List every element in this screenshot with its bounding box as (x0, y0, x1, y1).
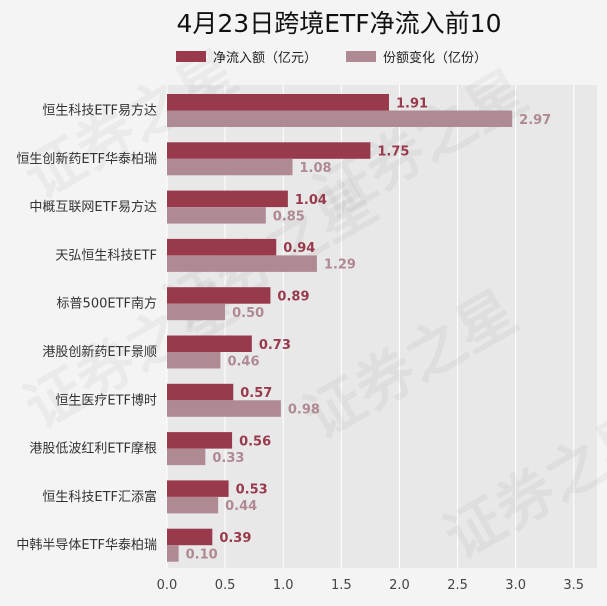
bar-net-inflow (167, 238, 277, 256)
data-label-net-inflow: 0.56 (239, 434, 271, 449)
data-labels: 1.91 2.97 1.75 1.08 1.040.85 0.94 1.29 0.89 0.50… (186, 96, 552, 562)
bar-net-inflow (167, 528, 213, 546)
data-label-net-inflow: 0.73 (259, 338, 291, 353)
data-label-net-inflow: 0.57 (240, 386, 272, 401)
bar-share-change (167, 207, 266, 224)
grid-lines (166, 85, 575, 568)
data-label-net-inflow: 1.91 (396, 96, 428, 111)
bar-net-inflow (167, 432, 233, 449)
category-labels: 恒生科技ETF易方达恒生创新药ETF华泰柏瑞中概互联网ETF易方达天弘恒生科技E… (16, 103, 157, 554)
data-label-share-change: 0.46 (227, 354, 259, 369)
legend-swatch-net-inflow (176, 51, 206, 62)
x-axis-ticks: 0.0 0.5 1.0 1.5 2.0 2.5 3.0 3.5 (157, 578, 584, 593)
bar-share-change (167, 303, 226, 321)
legend-swatch-share-change (346, 51, 376, 62)
x-tick-label: 3.0 (505, 578, 526, 593)
data-label-net-inflow: 0.53 (236, 483, 268, 498)
data-label-share-change: 1.29 (324, 258, 356, 273)
category-label: 恒生医疗ETF博时 (55, 393, 157, 408)
category-label: 中概互联网ETF易方达 (29, 199, 157, 215)
bar-share-change (167, 448, 206, 466)
chart-title: 4月23日跨境ETF净流入前10 (177, 9, 502, 38)
legend-label-net-inflow: 净流入额（亿元） (213, 51, 317, 66)
bar-share-change (167, 110, 513, 127)
x-tick-label: 0.5 (215, 578, 236, 593)
bar-share-change (167, 400, 281, 417)
data-label-net-inflow: 1.04 (295, 193, 327, 208)
x-tick-label: 1.0 (273, 578, 294, 593)
legend: 净流入额（亿元） 份额变化（亿份） (176, 50, 487, 66)
category-label: 中韩半导体ETF华泰柏瑞 (16, 538, 157, 553)
bar-net-inflow (167, 287, 271, 304)
data-label-share-change: 0.44 (225, 499, 257, 514)
bar-share-change (167, 158, 293, 176)
data-label-net-inflow: 0.94 (283, 241, 315, 256)
x-tick-label: 0.0 (157, 578, 178, 593)
bar-net-inflow (167, 383, 234, 401)
x-tick-label: 2.5 (447, 578, 468, 593)
data-label-share-change: 0.33 (212, 451, 244, 466)
x-tick-label: 3.5 (563, 578, 584, 593)
bar-share-change (167, 352, 221, 369)
bar-share-change (167, 545, 179, 562)
data-label-share-change: 1.08 (300, 161, 332, 176)
data-label-share-change: 0.98 (288, 403, 320, 418)
data-label-net-inflow: 1.75 (377, 145, 409, 160)
bars (167, 94, 513, 562)
legend-label-share-change: 份额变化（亿份） (383, 50, 487, 66)
bar-net-inflow (167, 480, 229, 497)
category-label: 天弘恒生科技ETF (55, 248, 157, 263)
data-label-share-change: 0.85 (273, 209, 305, 224)
data-label-net-inflow: 0.39 (219, 531, 251, 546)
bar-net-inflow (167, 94, 389, 111)
data-label-share-change: 0.10 (186, 547, 218, 562)
bar-share-change (167, 496, 219, 514)
category-label: 恒生科技ETF汇添富 (42, 489, 157, 505)
bar-net-inflow (167, 335, 252, 352)
category-label: 恒生创新药ETF华泰柏瑞 (16, 151, 157, 167)
data-label-net-inflow: 0.89 (277, 289, 309, 304)
x-tick-label: 2.0 (389, 578, 410, 593)
data-label-share-change: 0.50 (232, 306, 264, 321)
category-label: 港股创新药ETF景顺 (42, 344, 157, 360)
category-label: 港股低波红利ETF摩根 (29, 441, 157, 457)
bar-net-inflow (167, 142, 371, 159)
bar-net-inflow (167, 190, 288, 208)
category-label: 恒生科技ETF易方达 (42, 103, 157, 119)
data-label-share-change: 2.97 (519, 113, 551, 128)
bar-share-change (167, 255, 317, 272)
category-label: 标普500ETF南方 (57, 296, 157, 312)
x-tick-label: 1.5 (331, 578, 352, 593)
